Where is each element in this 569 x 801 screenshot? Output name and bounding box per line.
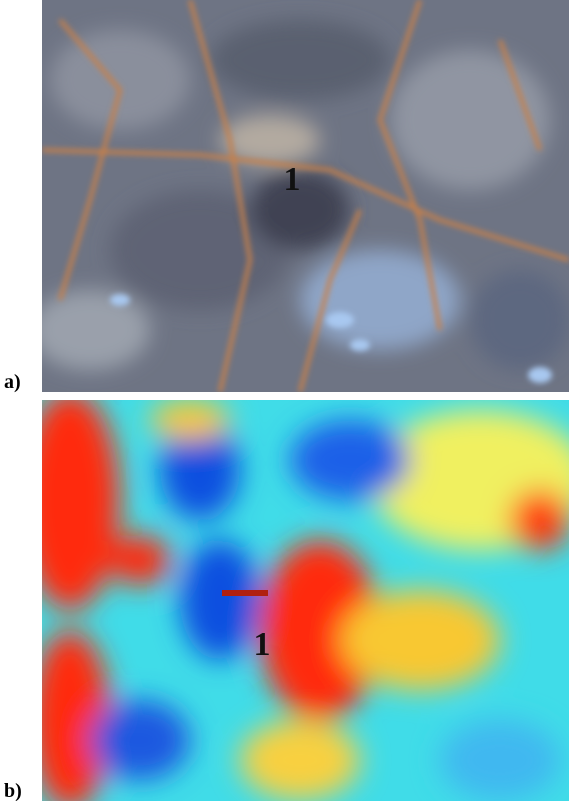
panel-label: b): [4, 780, 22, 801]
marker: 1: [284, 161, 301, 198]
heat-map: 1: [20, 390, 569, 801]
streak: [222, 590, 268, 596]
page: 1 a) 1 b) (() => { const data = JSON.par…: [0, 0, 569, 801]
panel-label: a): [4, 371, 21, 393]
figure: 1 a) 1 b): [0, 0, 569, 801]
satellite-image: 1: [30, 0, 569, 392]
marker: 1: [254, 626, 271, 663]
